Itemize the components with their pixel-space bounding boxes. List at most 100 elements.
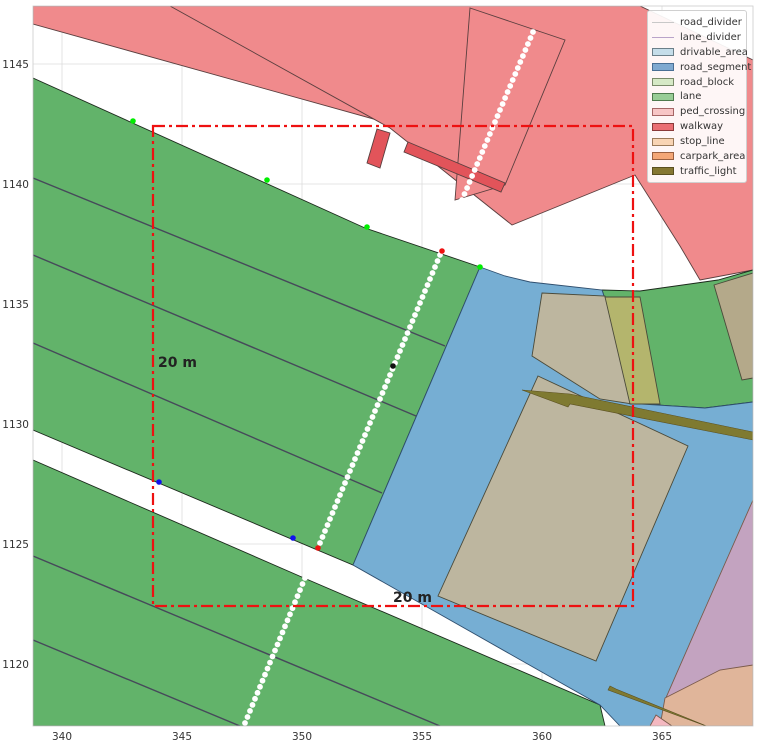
patch-swatch-icon [652,63,674,72]
walkway-areas [33,6,753,281]
trajectory-dot [414,306,421,312]
lane-areas [33,77,753,726]
y-tick-label: 1145 [2,59,29,71]
trajectory-dot [382,384,388,390]
trajectory-dot [487,131,493,137]
trajectory-dot [404,330,411,336]
trajectory-dot [322,528,328,534]
trajectory-dot [469,173,476,179]
box-height-label: 20 m [158,355,197,371]
legend-label: road_divider [680,16,742,28]
legend-label: drivable_area [680,46,748,58]
trajectory-dot [424,282,431,288]
trajectory-dot [259,677,266,684]
trajectory-dot [432,264,438,270]
trajectory-dot [422,288,428,294]
trajectory-dot [292,599,298,606]
trajectory-dot [530,29,536,35]
trajectory-dot [272,647,278,654]
legend-item-road-segment: road_segment [652,60,751,75]
trajectory-dot [499,101,506,107]
trajectory-dot [504,89,511,95]
trajectory-dot [394,354,401,360]
map-legend: road_divider lane_divider drivable_area … [647,10,751,183]
trajectory-dot [354,450,361,456]
trajectory-dot [402,336,408,342]
trajectory-dot [279,629,286,636]
trajectory-dot [474,161,481,167]
trajectory-dot [367,420,373,426]
lane-dividers [33,177,446,726]
patch-swatch-icon [652,107,674,116]
trajectory-dot [359,438,366,444]
legend-label: walkway [680,121,724,133]
trajectory-dot [244,714,251,720]
trajectory-dot [327,516,333,522]
patch-swatch-icon [652,137,674,146]
legend-label: ped_crossing [680,106,746,118]
trajectory-dot [429,270,436,276]
legend-item-lane-divider: lane_divider [652,30,742,45]
trajectory-dot [287,611,293,618]
line-swatch-icon [652,36,674,38]
trajectory-dot [492,119,498,125]
carpark-area [649,499,753,726]
trajectory-dot [479,149,486,155]
trajectory-dot [384,378,391,384]
trajectory-dot [372,408,378,414]
legend-label: traffic_light [680,165,737,177]
x-tick-label: 355 [412,731,432,743]
trajectory-dot [471,167,478,173]
legend-label: lane_divider [680,31,741,43]
trajectory-dot [476,155,483,161]
trajectory-dot [294,593,301,599]
trajectory-dot [464,185,471,191]
trajectory-dot [507,83,514,89]
y-tick-label: 1125 [2,539,29,551]
legend-label: carpark_area [680,150,746,162]
trajectory-dot [397,348,403,354]
trajectory-dot [329,510,336,516]
trajectory-dot [419,294,426,300]
trajectory-dot [264,665,271,672]
y-tick-label: 1135 [2,299,29,311]
legend-item-carpark-area: carpark_area [652,149,746,164]
trajectory-dot [461,191,468,197]
trajectory-dot [525,41,531,47]
patch-swatch-icon [652,167,674,176]
trajectory-dot [344,474,351,480]
trajectory-dot [520,53,526,59]
y-tick-label: 1130 [2,419,29,431]
trajectory-dot [352,456,358,462]
trajectory-dot [349,462,356,468]
trajectory-dot [377,396,383,402]
trajectory-dot [494,113,501,119]
trajectory-dot [277,635,283,642]
trajectory-dot [459,197,465,203]
box-width-label: 20 m [393,590,432,606]
legend-label: stop_line [680,136,725,148]
x-tick-label: 365 [652,731,672,743]
trajectory-dot [242,720,248,726]
trajectory-dot [502,95,509,101]
trajectory-dot [481,143,488,149]
trajectory-dot [374,402,381,408]
trajectory-dot [484,137,491,143]
range-box [151,124,635,608]
patch-swatch-icon [652,48,674,57]
legend-item-drivable-area: drivable_area [652,45,748,60]
axes-frame [32,5,754,727]
trajectory-dot [339,486,346,492]
trajectory-path [242,29,536,726]
trajectory-dot [409,318,416,324]
parking-bays [437,272,753,662]
trajectory-dot [522,47,529,53]
trajectory-dot [387,372,393,378]
trajectory-dot [257,683,263,690]
legend-item-road-block: road_block [652,75,742,90]
trajectory-dot [427,276,433,282]
trajectory-dot [412,312,418,318]
trajectory-dot [267,659,273,666]
patch-swatch-icon [652,92,674,101]
trajectory-dot [319,534,326,540]
